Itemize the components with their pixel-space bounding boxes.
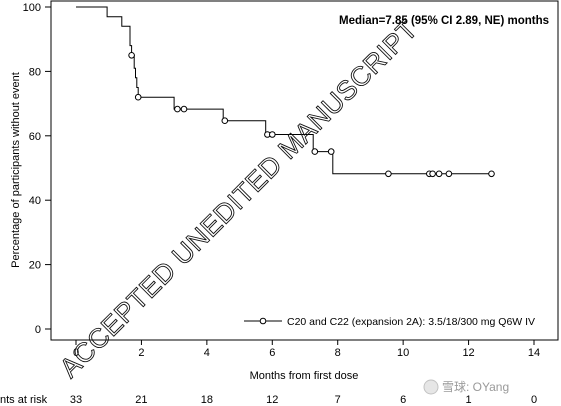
- censor-marker-3: [180, 105, 188, 113]
- censor-marker-9: [385, 170, 392, 178]
- censor-marker-7: [311, 148, 319, 155]
- y-tick-label-0: 0: [35, 324, 41, 336]
- legend-marker: [259, 317, 267, 325]
- x-tick-label-2: 2: [138, 347, 144, 359]
- footer-watermark: 雪球: OYang: [423, 379, 509, 395]
- x-tick-label-6: 6: [269, 347, 275, 359]
- censor-marker-14: [488, 170, 495, 178]
- legend: C20 and C22 (expansion 2A): 3.5/18/300 m…: [244, 316, 535, 328]
- risk-count-14: 0: [531, 394, 537, 406]
- x-axis-label: Months from first dose: [250, 370, 359, 382]
- y-tick-label-60: 60: [29, 131, 41, 143]
- censor-marker-8: [327, 148, 335, 155]
- risk-count-4: 18: [201, 394, 213, 406]
- x-tick-label-14: 14: [528, 347, 540, 359]
- y-tick-label-80: 80: [29, 66, 41, 78]
- risk-count-12: 1: [466, 394, 472, 406]
- median-annotation: Median=7.85 (95% CI 2.89, NE) months: [339, 15, 549, 27]
- censor-marker-0: [128, 52, 135, 59]
- censor-marker-13: [445, 170, 453, 178]
- y-axis-label: Percentage of participants without event: [10, 72, 22, 268]
- risk-count-8: 7: [335, 394, 341, 406]
- y-tick-label-20: 20: [29, 260, 41, 272]
- plot-border: [50, 0, 559, 341]
- y-axis: 0 20 40 60 80 100: [23, 2, 51, 336]
- risk-table: nts at risk 33 21 18 12 7 6 1 0: [0, 394, 537, 406]
- plot-frame: [50, 0, 559, 341]
- legend-label: C20 and C22 (expansion 2A): 3.5/18/300 m…: [287, 316, 535, 328]
- y-tick-label-40: 40: [29, 195, 41, 207]
- censor-marker-1: [134, 93, 142, 101]
- risk-table-label: nts at risk: [0, 394, 48, 406]
- risk-count-2: 21: [135, 394, 147, 406]
- x-axis: 0 2 4 6 8 10 12 14: [73, 340, 540, 359]
- x-tick-label-4: 4: [204, 347, 210, 359]
- risk-count-10: 6: [400, 394, 406, 406]
- censor-marker-6: [269, 131, 276, 138]
- x-tick-label-8: 8: [335, 347, 341, 359]
- footer-watermark-text: 雪球: OYang: [442, 380, 509, 394]
- risk-count-0: 33: [70, 394, 82, 406]
- censor-marker-2: [174, 105, 181, 113]
- y-tick-label-100: 100: [23, 2, 41, 14]
- risk-count-6: 12: [266, 394, 278, 406]
- series-layer: [76, 6, 495, 178]
- snowball-logo-icon: [423, 379, 439, 395]
- censor-marker-4: [221, 117, 229, 124]
- x-tick-label-12: 12: [462, 347, 474, 359]
- series-0-step-line: [76, 6, 492, 175]
- x-tick-label-10: 10: [397, 347, 409, 359]
- x-tick-label-0: 0: [73, 347, 79, 359]
- censor-marker-11: [429, 170, 436, 178]
- censor-marker-12: [435, 170, 443, 178]
